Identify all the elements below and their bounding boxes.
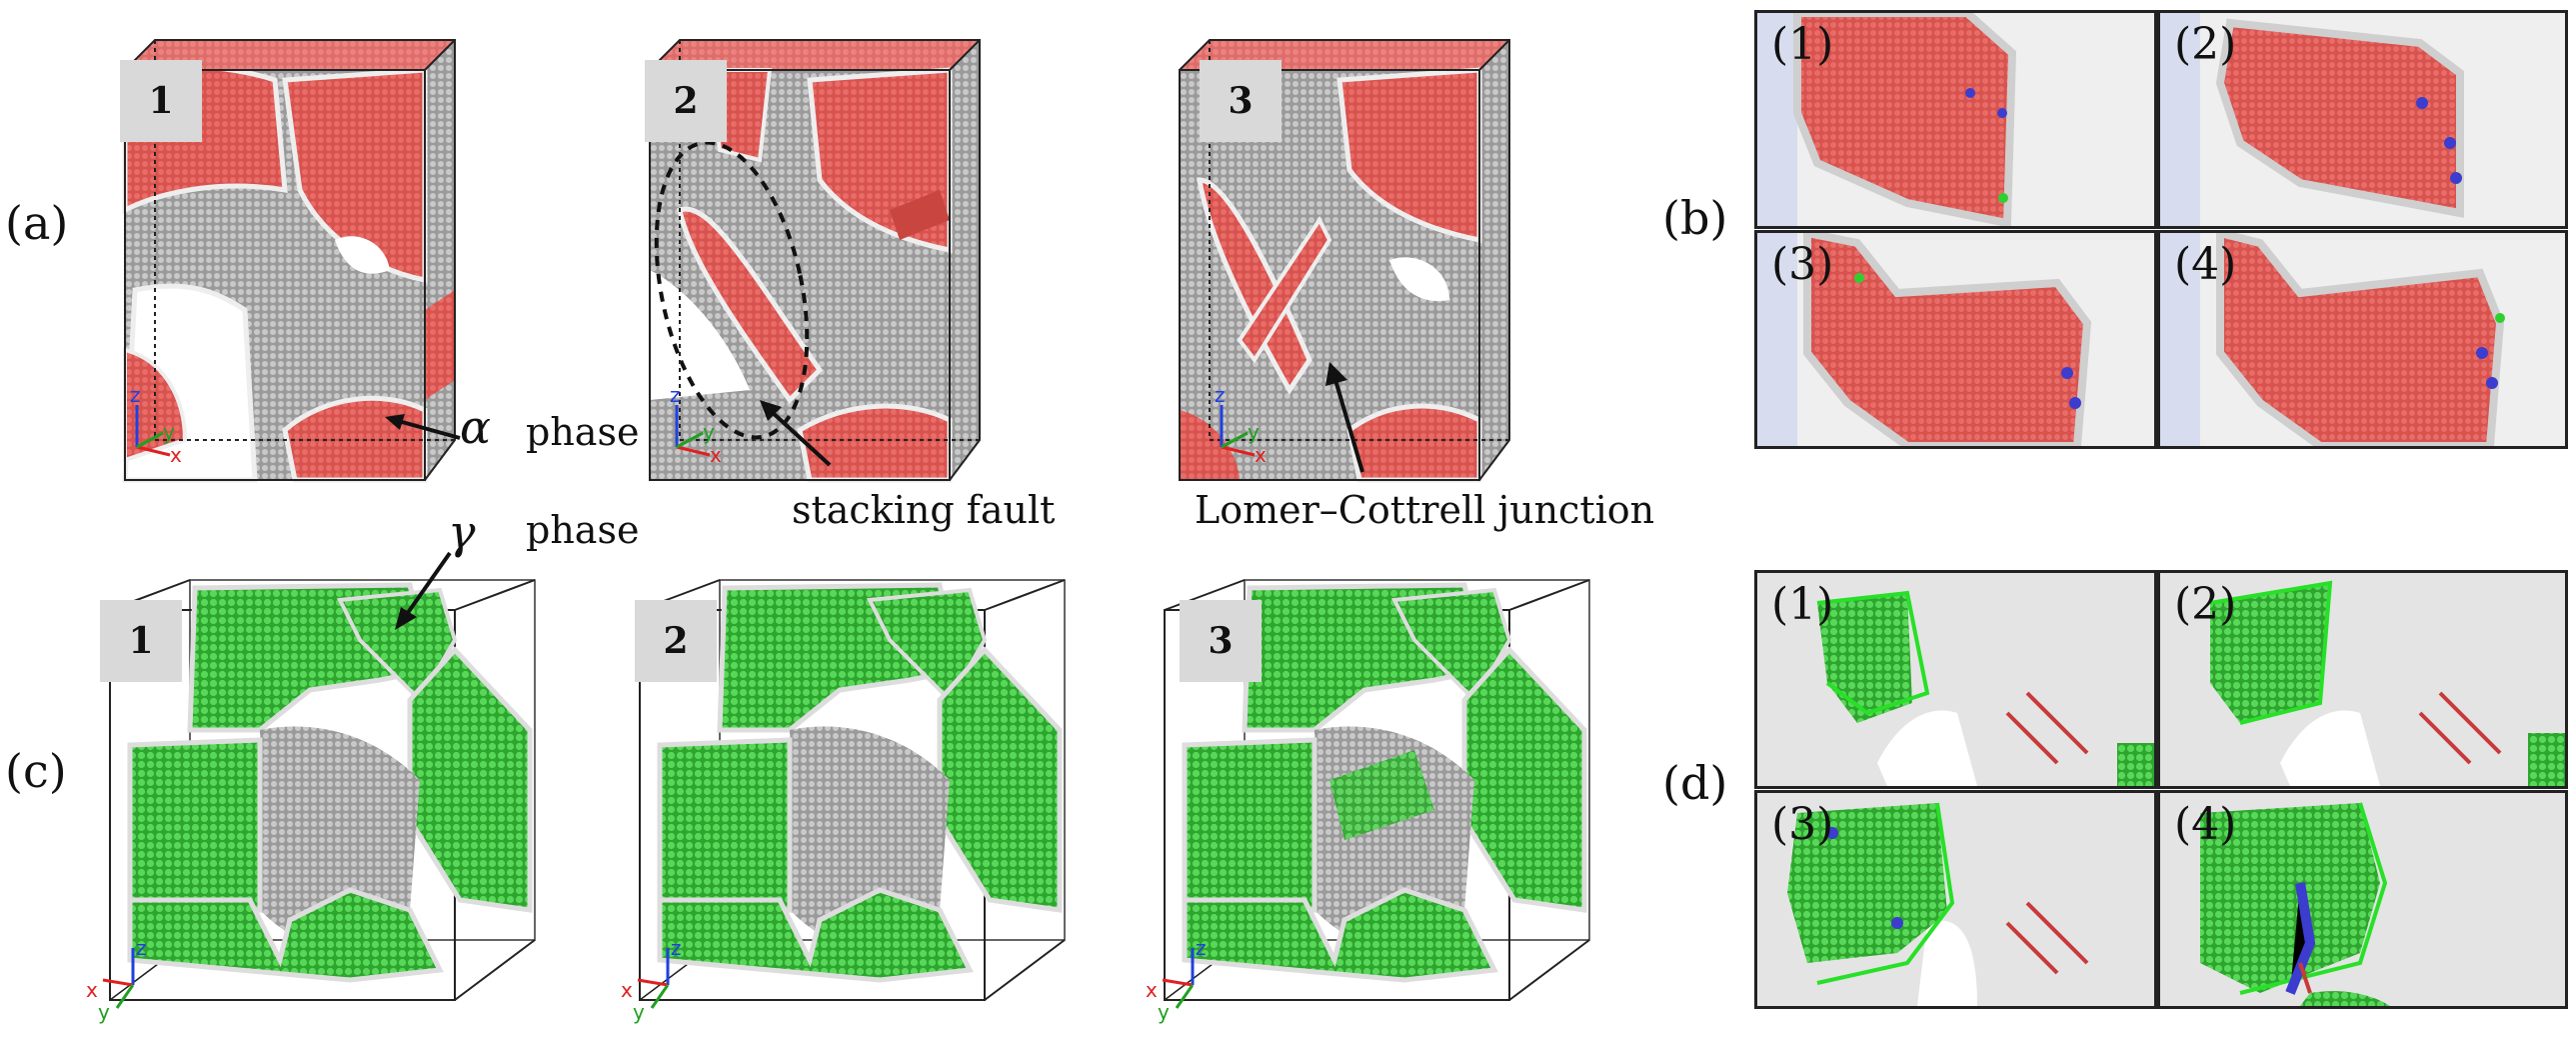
axis-triad-top-1 bbox=[135, 405, 171, 457]
inset-b-1-render bbox=[1757, 13, 2154, 226]
inset-b-2-render bbox=[2160, 13, 2565, 226]
inset-d-3-render bbox=[1757, 793, 2154, 1006]
badge-top-1: 1 bbox=[120, 60, 202, 142]
inset-b-4-label: (4) bbox=[2174, 239, 2237, 290]
alpha-phase-label: phase bbox=[526, 410, 640, 454]
gamma-cube-3 bbox=[1164, 579, 1590, 1001]
inset-b-4-render bbox=[2160, 233, 2565, 446]
gamma-cube-1 bbox=[109, 579, 536, 1001]
inset-d-2-label: (2) bbox=[2174, 579, 2237, 630]
gamma-phase-label: phase bbox=[526, 508, 640, 552]
inset-b-2-label: (2) bbox=[2174, 19, 2237, 70]
inset-b-3: (3) bbox=[1754, 230, 2157, 449]
axis-y-top-3: y bbox=[1248, 420, 1260, 444]
axis-x-bottom-1: x bbox=[86, 978, 98, 1002]
badge-bottom-2: 2 bbox=[635, 600, 717, 682]
axis-y-top-2: y bbox=[703, 420, 715, 444]
inset-d-4-label: (4) bbox=[2174, 799, 2237, 850]
panel-label-d: (d) bbox=[1662, 756, 1728, 810]
inset-b-3-render bbox=[1757, 233, 2154, 446]
alpha-cube-3 bbox=[1179, 39, 1510, 483]
inset-d-2: (2) bbox=[2157, 570, 2568, 789]
axis-z-bottom-1: z bbox=[136, 936, 147, 960]
axis-y-bottom-1: y bbox=[98, 1000, 110, 1024]
axis-y-top-1: y bbox=[163, 420, 175, 444]
inset-b-2: (2) bbox=[2157, 10, 2568, 229]
axis-y-bottom-3: y bbox=[1158, 1000, 1170, 1024]
panel-label-c: (c) bbox=[5, 744, 67, 798]
inset-d-1: (1) bbox=[1754, 570, 2157, 789]
axis-x-top-2: x bbox=[710, 443, 722, 467]
inset-d-3-label: (3) bbox=[1771, 799, 1834, 850]
axis-triad-bottom-1 bbox=[102, 948, 135, 1009]
axis-triad-top-3 bbox=[1220, 405, 1256, 457]
lc-junction-arrow bbox=[1325, 362, 1364, 473]
inset-d-4: (4) bbox=[2157, 790, 2568, 1009]
alpha-cube-2 bbox=[649, 39, 981, 483]
axis-x-bottom-3: x bbox=[1146, 978, 1158, 1002]
alpha-symbol: α bbox=[460, 400, 492, 454]
axis-triad-bottom-2 bbox=[637, 948, 670, 1009]
badge-bottom-1: 1 bbox=[100, 600, 182, 682]
inset-d-2-render bbox=[2160, 573, 2565, 786]
axis-x-top-1: x bbox=[170, 443, 182, 467]
inset-d-3: (3) bbox=[1754, 790, 2157, 1009]
axis-x-top-3: x bbox=[1255, 443, 1267, 467]
axis-z-top-1: z bbox=[130, 383, 141, 407]
alpha-arrow bbox=[385, 414, 461, 440]
inset-d-1-label: (1) bbox=[1771, 579, 1834, 630]
badge-bottom-3: 3 bbox=[1180, 600, 1262, 682]
axis-y-bottom-2: y bbox=[633, 1000, 645, 1024]
badge-top-2: 2 bbox=[645, 60, 727, 142]
stacking-fault-arrow bbox=[760, 400, 832, 467]
axis-z-top-3: z bbox=[1215, 383, 1226, 407]
inset-d-1-render bbox=[1757, 573, 2154, 786]
axis-triad-bottom-3 bbox=[1162, 948, 1195, 1009]
panel-label-b: (b) bbox=[1662, 191, 1728, 245]
lc-junction-label: Lomer–Cottrell junction bbox=[1195, 488, 1655, 532]
inset-b-4: (4) bbox=[2157, 230, 2568, 449]
axis-triad-top-2 bbox=[675, 405, 711, 457]
inset-b-1-label: (1) bbox=[1771, 19, 1834, 70]
badge-top-3: 3 bbox=[1200, 60, 1282, 142]
axis-x-bottom-2: x bbox=[621, 978, 633, 1002]
gamma-symbol: γ bbox=[448, 505, 476, 559]
inset-b-3-label: (3) bbox=[1771, 239, 1834, 290]
stacking-fault-label: stacking fault bbox=[792, 488, 1056, 532]
axis-z-bottom-2: z bbox=[671, 936, 682, 960]
axis-z-top-2: z bbox=[670, 383, 681, 407]
gamma-cube-2 bbox=[639, 579, 1066, 1001]
panel-label-a: (a) bbox=[5, 196, 69, 250]
axis-z-bottom-3: z bbox=[1196, 936, 1207, 960]
gamma-arrow bbox=[395, 551, 452, 630]
inset-b-1: (1) bbox=[1754, 10, 2157, 229]
inset-d-4-render bbox=[2160, 793, 2565, 1006]
